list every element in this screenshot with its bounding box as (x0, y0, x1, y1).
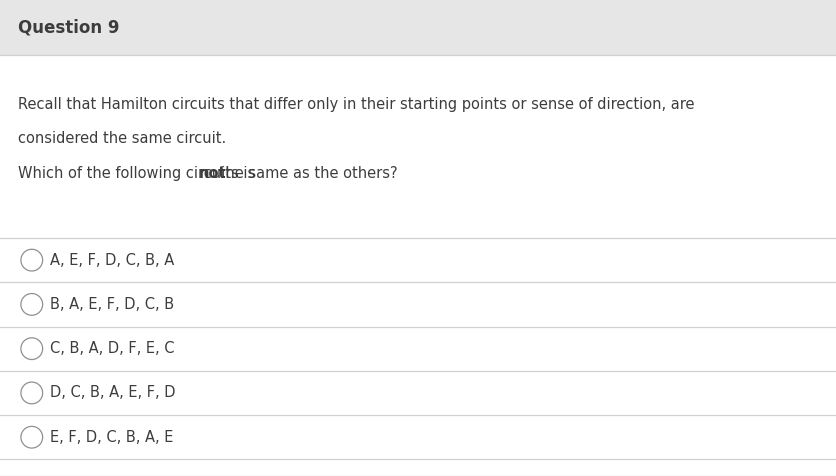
Text: the same as the others?: the same as the others? (215, 166, 397, 181)
Text: Which of the following circuits is: Which of the following circuits is (18, 166, 260, 181)
Text: D, C, B, A, E, F, D: D, C, B, A, E, F, D (50, 386, 176, 400)
Text: C, B, A, D, F, E, C: C, B, A, D, F, E, C (50, 341, 175, 356)
Text: considered the same circuit.: considered the same circuit. (18, 131, 227, 147)
Text: Question 9: Question 9 (18, 19, 120, 36)
FancyBboxPatch shape (0, 0, 836, 55)
Text: E, F, D, C, B, A, E: E, F, D, C, B, A, E (50, 430, 174, 445)
Text: Recall that Hamilton circuits that differ only in their starting points or sense: Recall that Hamilton circuits that diffe… (18, 97, 695, 112)
Text: not: not (198, 166, 226, 181)
Text: A, E, F, D, C, B, A: A, E, F, D, C, B, A (50, 253, 175, 268)
Text: B, A, E, F, D, C, B: B, A, E, F, D, C, B (50, 297, 174, 312)
